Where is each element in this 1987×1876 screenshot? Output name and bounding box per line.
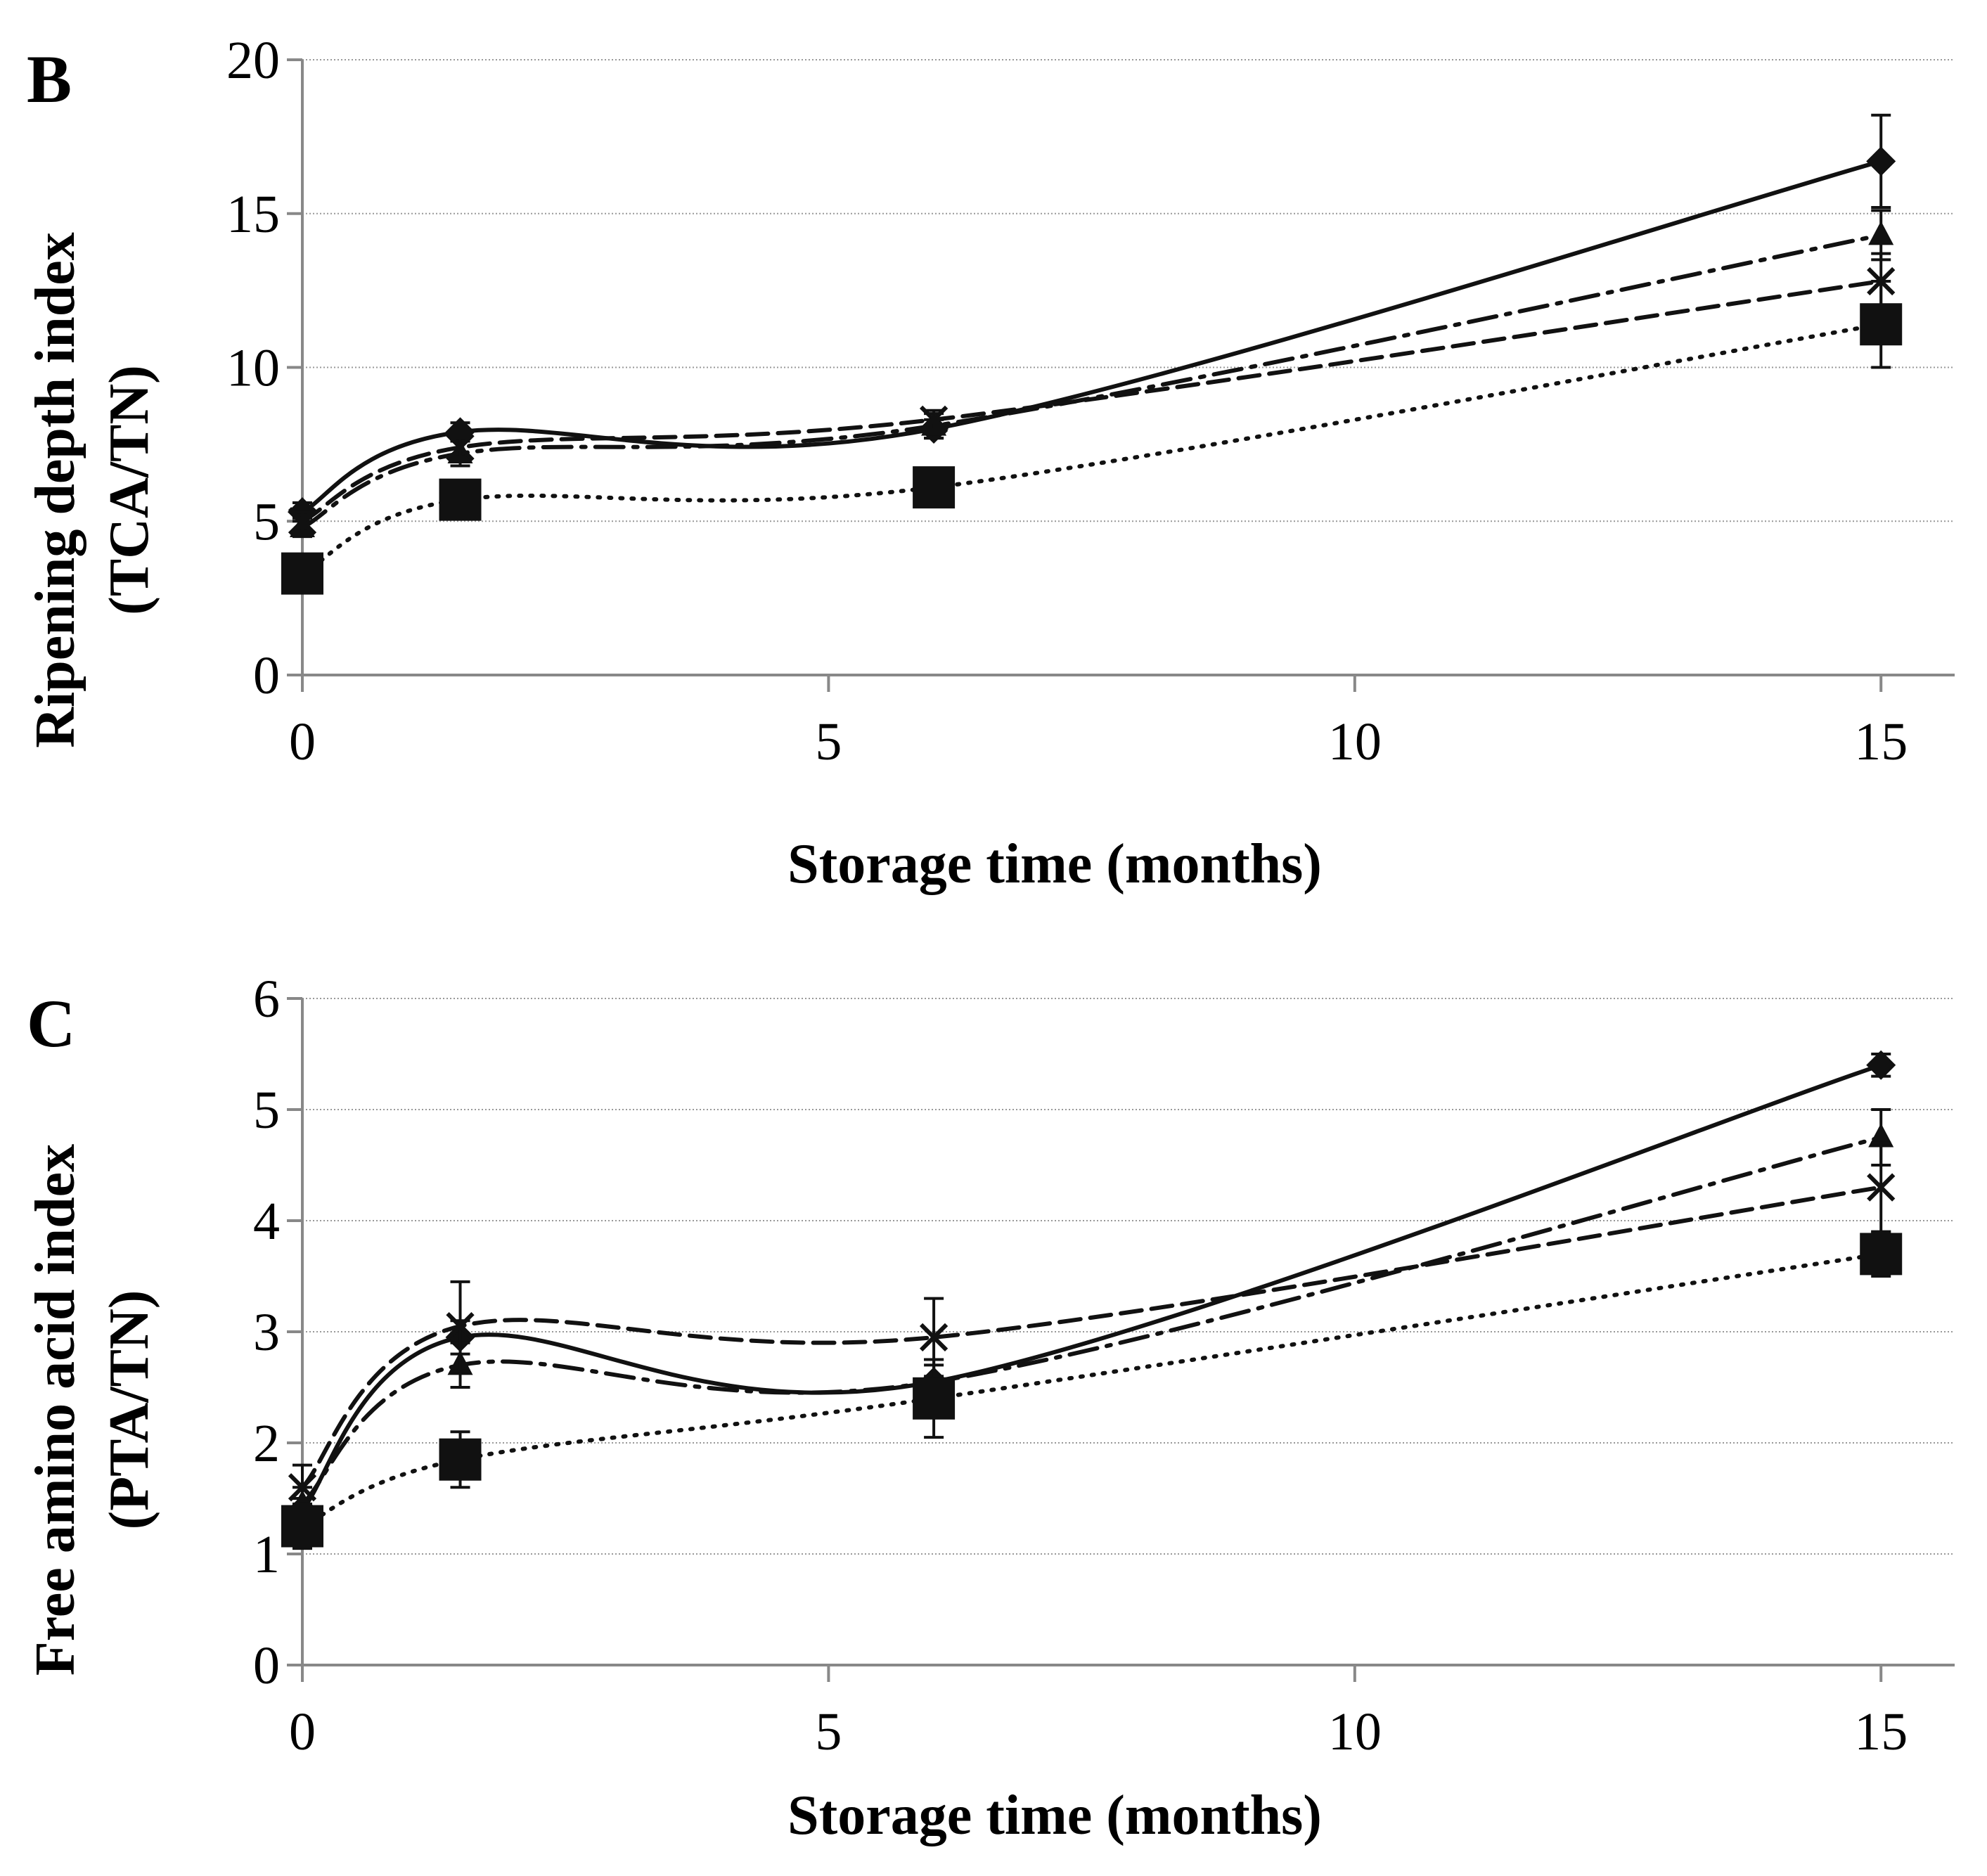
square-marker-2 xyxy=(913,1377,956,1420)
x-tick-label: 0 xyxy=(289,712,316,771)
x-tick-label: 10 xyxy=(1328,1702,1382,1761)
y-tick-label: 0 xyxy=(253,1636,280,1695)
cross-marker-3 xyxy=(1867,1173,1896,1202)
panel-label: B xyxy=(27,41,72,117)
y-tick-label: 20 xyxy=(226,31,280,90)
series-triangle-dashdot xyxy=(290,1108,1894,1522)
cross-marker-2 xyxy=(919,405,949,434)
square-marker-3 xyxy=(1860,1233,1903,1276)
series-line xyxy=(300,233,1884,529)
y-tick-label: 6 xyxy=(253,970,280,1029)
y-axis-title-line2: (PTA/TN) xyxy=(98,1290,160,1530)
y-tick-label: 15 xyxy=(226,185,280,244)
cross-marker-2 xyxy=(919,1323,949,1352)
x-tick-label: 15 xyxy=(1854,1702,1908,1761)
cross-marker-1 xyxy=(446,433,475,462)
y-tick-label: 0 xyxy=(253,646,280,705)
cross-marker-0 xyxy=(288,507,317,536)
series-line xyxy=(300,279,1884,524)
y-tick-label: 2 xyxy=(253,1414,280,1473)
series-line xyxy=(300,159,1884,515)
triangle-marker-3 xyxy=(1868,1123,1894,1148)
triangle-marker-3 xyxy=(1868,221,1894,245)
series-triangle-dashdot xyxy=(290,209,1894,539)
square-marker-1 xyxy=(439,478,482,521)
diamond-marker-3 xyxy=(1866,146,1896,176)
series-line xyxy=(300,1252,1884,1529)
y-tick-label: 3 xyxy=(253,1303,280,1362)
series-square-dotted xyxy=(281,1230,1903,1550)
x-tick-label: 0 xyxy=(289,1702,316,1761)
series-line xyxy=(300,1185,1884,1490)
series-diamond-solid xyxy=(288,1050,1896,1524)
square-marker-2 xyxy=(913,466,956,509)
y-axis-title-line2: (TCA/TN) xyxy=(98,365,160,615)
y-tick-label: 1 xyxy=(253,1525,280,1584)
x-axis-title: Storage time (months) xyxy=(787,1785,1322,1846)
y-axis-title-line1: Free amino acid index xyxy=(25,1144,86,1676)
series-square-dotted xyxy=(281,280,1903,595)
y-tick-label: 10 xyxy=(226,339,280,398)
x-tick-label: 10 xyxy=(1328,712,1382,771)
y-axis-title-line1: Ripening depth index xyxy=(25,232,86,748)
x-tick-label: 15 xyxy=(1854,712,1908,771)
series-cross-dashed xyxy=(288,1141,1896,1511)
x-axis-title: Storage time (months) xyxy=(787,833,1322,895)
series-line xyxy=(300,322,1884,576)
y-tick-label: 5 xyxy=(253,1081,280,1140)
chart-panel-c: C Storage time (months) Free amino acid … xyxy=(25,970,1955,1846)
series-line xyxy=(300,1135,1884,1506)
cross-marker-0 xyxy=(288,1473,317,1502)
x-tick-label: 5 xyxy=(815,712,842,771)
square-marker-3 xyxy=(1860,303,1903,346)
chart-panel-b: B Storage time (months) Ripening depth i… xyxy=(25,31,1955,895)
x-tick-label: 5 xyxy=(815,1702,842,1761)
cross-marker-1 xyxy=(446,1311,475,1341)
y-tick-label: 4 xyxy=(253,1192,280,1251)
y-tick-label: 5 xyxy=(253,492,280,551)
diamond-marker-3 xyxy=(1866,1050,1896,1080)
panel-label: C xyxy=(27,986,75,1061)
square-marker-0 xyxy=(281,1505,323,1548)
square-marker-0 xyxy=(281,552,323,595)
square-marker-1 xyxy=(439,1438,482,1481)
